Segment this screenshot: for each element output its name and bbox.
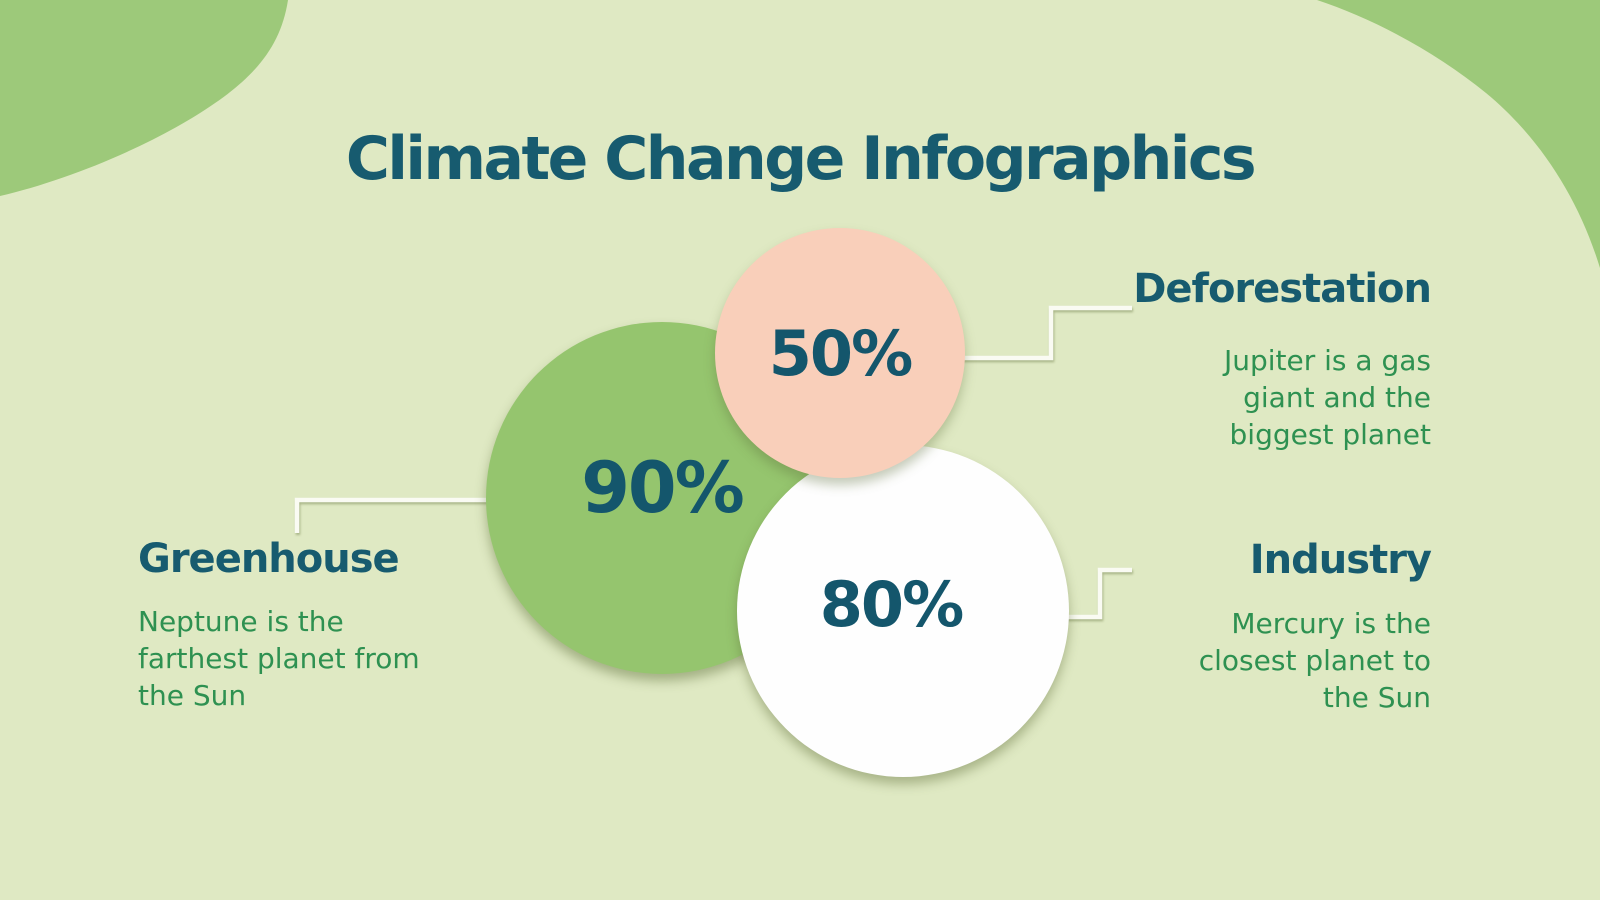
deforestation-connector-line	[958, 305, 1132, 361]
greenhouse-percent: 90%	[581, 447, 745, 529]
deforestation-heading: Deforestation	[1133, 266, 1432, 312]
industry-connector-line	[1056, 567, 1132, 620]
industry-percent: 80%	[819, 567, 964, 641]
industry-bubble: 80%	[737, 445, 1069, 777]
industry-heading: Industry	[1249, 537, 1432, 583]
greenhouse-connector-line	[294, 497, 492, 533]
industry-description: Mercury is the closest planet to the Sun	[1198, 607, 1431, 714]
greenhouse-description: Neptune is the farthest planet from the …	[138, 605, 420, 712]
deforestation-percent: 50%	[768, 316, 913, 390]
background-blob-top-right	[1317, 0, 1600, 268]
background-blob-top-left	[0, 0, 288, 196]
slide-title: Climate Change Infographics	[345, 124, 1257, 194]
deforestation-description: Jupiter is a gas giant and the biggest p…	[1223, 344, 1431, 451]
greenhouse-heading: Greenhouse	[138, 536, 400, 582]
deforestation-bubble: 50%	[715, 228, 965, 478]
